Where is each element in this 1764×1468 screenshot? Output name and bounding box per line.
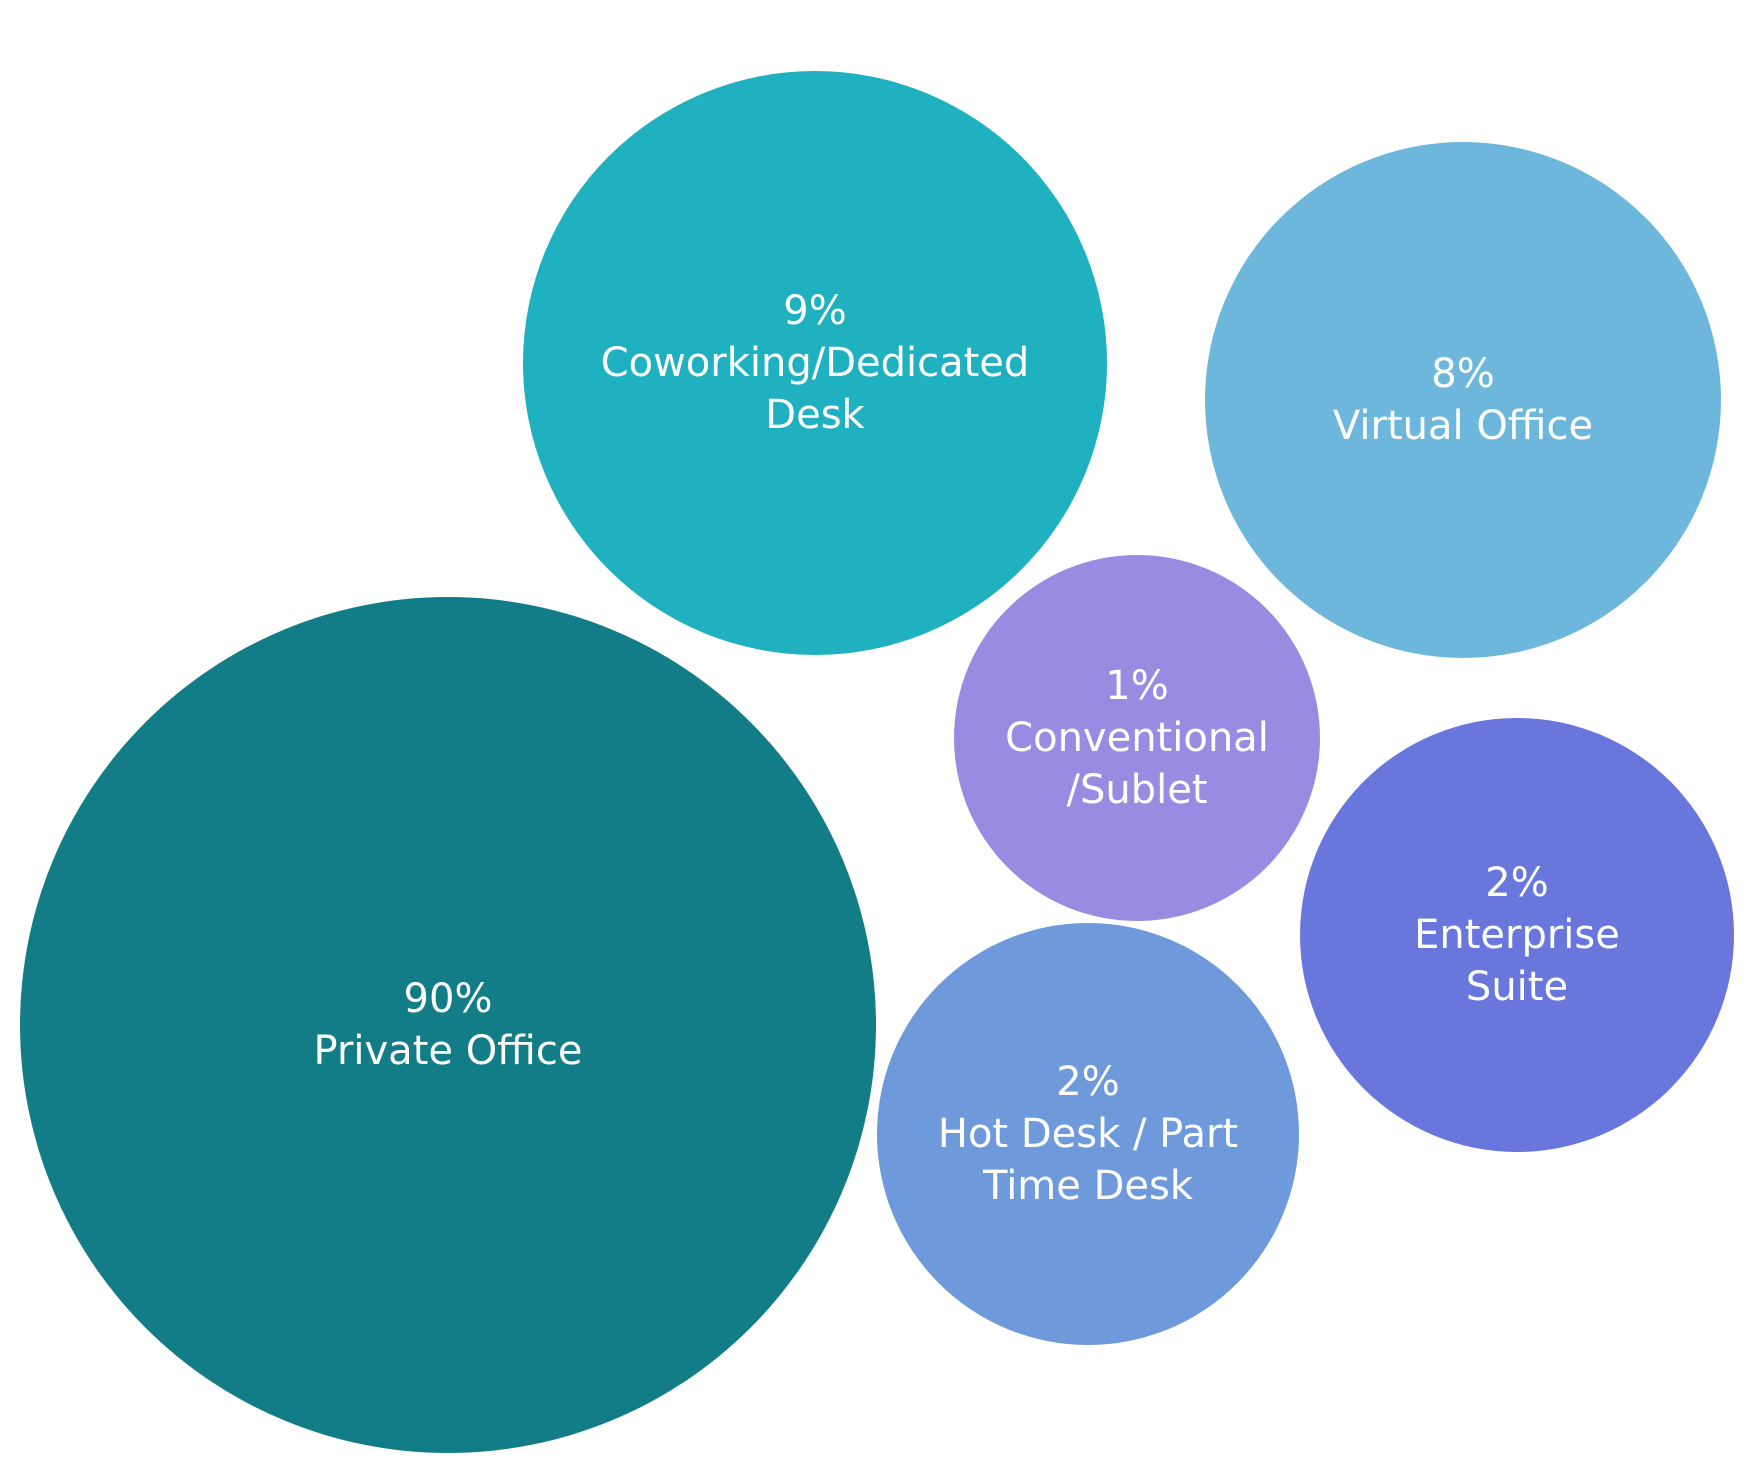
bubble-label-enterprise-suite: Suite xyxy=(1466,964,1568,1010)
bubble-circle-coworking-dedicated-desk xyxy=(523,71,1107,655)
bubble-value-conventional-sublet: 1% xyxy=(1105,663,1168,709)
bubble-circle-enterprise-suite xyxy=(1300,718,1734,1152)
bubble-virtual-office: 8% Virtual Office xyxy=(1205,142,1721,658)
bubble-label-virtual-office: Virtual Office xyxy=(1333,403,1593,449)
bubble-label-private-office: Private Office xyxy=(314,1028,583,1074)
bubble-value-coworking-dedicated-desk: 9% xyxy=(783,288,846,334)
bubble-value-enterprise-suite: 2% xyxy=(1485,860,1548,906)
bubble-circle-private-office xyxy=(20,597,876,1453)
bubble-label-enterprise-suite: Enterprise xyxy=(1414,912,1620,958)
bubble-label-conventional-sublet: /Sublet xyxy=(1066,767,1207,813)
bubble-label-conventional-sublet: Conventional xyxy=(1005,715,1269,761)
bubble-circle-hot-desk-part-time-desk xyxy=(877,923,1299,1345)
bubble-label-coworking-dedicated-desk: Coworking/Dedicated xyxy=(601,340,1030,386)
bubble-value-hot-desk-part-time-desk: 2% xyxy=(1056,1059,1119,1105)
bubble-enterprise-suite: 2% Enterprise Suite xyxy=(1300,718,1734,1152)
bubble-coworking-dedicated-desk: 9% Coworking/Dedicated Desk xyxy=(523,71,1107,655)
bubble-label-hot-desk-part-time-desk: Hot Desk / Part xyxy=(938,1111,1238,1157)
bubble-value-virtual-office: 8% xyxy=(1431,351,1494,397)
bubble-value-private-office: 90% xyxy=(404,976,493,1022)
bubble-hot-desk-part-time-desk: 2% Hot Desk / Part Time Desk xyxy=(877,923,1299,1345)
bubble-private-office: 90% Private Office xyxy=(20,597,876,1453)
bubble-conventional-sublet: 1% Conventional/Sublet xyxy=(954,555,1320,921)
bubble-circle-conventional-sublet xyxy=(954,555,1320,921)
bubble-label-coworking-dedicated-desk: Desk xyxy=(765,392,865,438)
bubble-circle-virtual-office xyxy=(1205,142,1721,658)
bubble-label-hot-desk-part-time-desk: Time Desk xyxy=(982,1163,1194,1209)
